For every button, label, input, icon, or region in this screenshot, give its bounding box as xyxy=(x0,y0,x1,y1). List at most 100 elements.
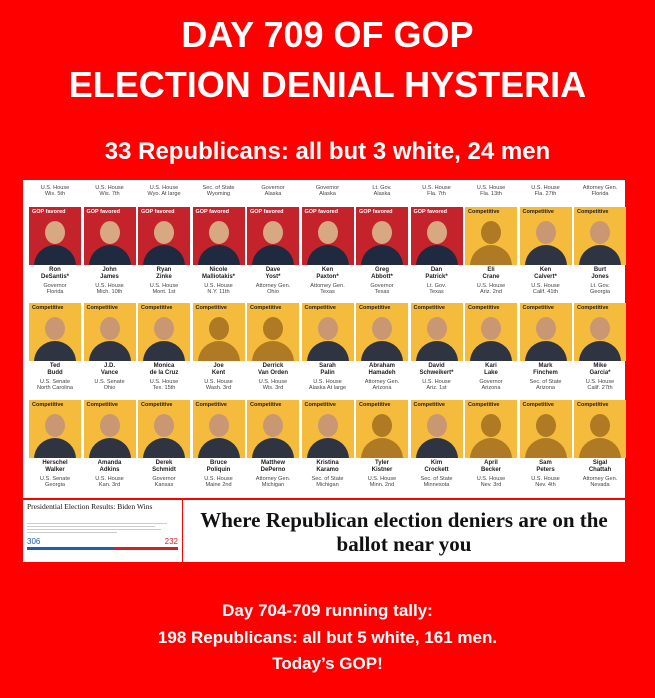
candidate-name: Kristina Karamo xyxy=(316,460,339,473)
status-tag: Competitive xyxy=(195,402,227,408)
person-shoulders xyxy=(143,341,185,361)
person-head xyxy=(208,414,229,437)
candidate-photo: Competitive xyxy=(519,303,572,361)
person-shoulders xyxy=(524,341,567,361)
person-head xyxy=(99,414,120,437)
person-shoulders xyxy=(252,245,294,265)
candidate-office: Sec. of State Arizona xyxy=(529,379,562,392)
candidate-name: Ken Paxton* xyxy=(316,267,339,280)
candidate-office: Attorney Gen. Michigan xyxy=(255,476,291,489)
status-tag: Competitive xyxy=(468,402,500,408)
person-shoulders xyxy=(524,438,567,458)
person-head xyxy=(208,221,229,244)
candidate-photo: Competitive xyxy=(29,303,81,361)
candidate-office: U.S. House Wis. 3rd xyxy=(258,379,288,392)
thumbnail-body-text xyxy=(27,521,177,535)
candidate-name: Ken Calvert* xyxy=(534,267,557,280)
candidate-name: Dan Patrick* xyxy=(425,267,448,280)
candidate-photo: GOP favored xyxy=(301,207,354,265)
person-head xyxy=(481,414,501,437)
status-tag: GOP favored xyxy=(195,209,230,215)
footer-line-3: Today’s GOP! xyxy=(272,654,383,673)
column-seat-label: U.S. House Wyo. At large xyxy=(147,185,181,198)
candidate-name: Mike Garcia* xyxy=(589,363,611,376)
candidate-name: Herschel Walker xyxy=(42,460,68,473)
candidate-office: Governor Arizona xyxy=(479,379,503,392)
candidate-office: U.S. House Minn. 2nd xyxy=(367,476,397,489)
person-shoulders xyxy=(252,438,294,458)
candidate-silhouette: Competitive xyxy=(247,303,299,361)
candidate-office: Attorney Gen. Texas xyxy=(310,283,345,296)
person-head xyxy=(99,317,120,340)
candidate-silhouette: Competitive xyxy=(192,303,245,361)
candidate-office: U.S. House Ariz. 1st xyxy=(422,379,451,392)
candidate-name: John James xyxy=(100,267,119,280)
person-head xyxy=(535,317,556,340)
column-seat-label: Attorney Gen. Florida xyxy=(582,185,618,198)
candidate-photo: Competitive xyxy=(519,207,572,265)
person-head xyxy=(317,414,338,437)
person-shoulders xyxy=(88,245,131,265)
candidate-office: Lt. Gov. Texas xyxy=(426,283,447,296)
status-tag: GOP favored xyxy=(86,209,121,215)
person-shoulders xyxy=(306,245,349,265)
candidate-photo: Competitive xyxy=(301,303,354,361)
candidate-name: Matthew DePerno xyxy=(260,460,286,473)
candidate-office: U.S. House Alaska At large xyxy=(308,379,347,392)
footer-line-1: Day 704-709 running tally: xyxy=(222,601,433,620)
person-head xyxy=(263,221,283,244)
person-head xyxy=(426,414,447,437)
column-seat-label: U.S. House Wis. 5th xyxy=(40,185,70,198)
status-tag: Competitive xyxy=(32,402,64,408)
thumbnail-title: Presidential Election Results: Biden Win… xyxy=(27,502,153,511)
status-tag: Competitive xyxy=(577,402,609,408)
person-head xyxy=(154,221,174,244)
candidate-name: Monica de la Cruz xyxy=(149,363,179,376)
person-shoulders xyxy=(415,245,458,265)
person-shoulders xyxy=(306,341,349,361)
candidate-office: Lt. Gov. Georgia xyxy=(590,283,610,296)
person-shoulders xyxy=(470,438,512,458)
candidate-name: Kim Crockett xyxy=(424,460,449,473)
candidate-office: U.S. House Maine 2nd xyxy=(204,476,233,489)
candidate-grid: U.S. House Wis. 5th U.S. House Wis. 7th U.S.… xyxy=(23,180,626,498)
candidate-photo: Competitive xyxy=(138,303,190,361)
candidate-name: Joe Kent xyxy=(211,363,226,376)
candidate-office: U.S. House Kan. 3rd xyxy=(95,476,124,489)
status-tag: Competitive xyxy=(195,305,227,311)
subtitle: 33 Republicans: all but 3 white, 24 men xyxy=(104,138,551,165)
electoral-bar xyxy=(27,547,178,550)
status-tag: Competitive xyxy=(141,402,173,408)
status-tag: GOP favored xyxy=(250,209,284,215)
title-line-1: DAY 709 OF GOP xyxy=(181,14,474,55)
person-shoulders xyxy=(579,341,621,361)
thumbnail-left-value: 306 xyxy=(27,537,41,546)
status-tag: Competitive xyxy=(522,402,554,408)
person-shoulders xyxy=(88,341,131,361)
candidate-name: Mark Finchem xyxy=(533,363,558,376)
person-shoulders xyxy=(143,245,185,265)
candidate-name: Burt Jones xyxy=(591,267,609,280)
person-shoulders xyxy=(34,245,76,265)
candidate-name: Nicole Malliotakis* xyxy=(201,267,235,280)
person-head xyxy=(426,221,447,244)
person-head xyxy=(590,317,610,340)
candidate-name: Bruce Poliquin xyxy=(206,460,231,473)
candidate-name: Sarah Palin xyxy=(319,363,336,376)
person-head xyxy=(317,317,338,340)
person-shoulders xyxy=(361,245,403,265)
candidate-photo: Competitive xyxy=(574,207,626,265)
person-head xyxy=(426,317,447,340)
candidate-name: Sam Peters xyxy=(536,460,555,473)
person-head xyxy=(45,317,65,340)
candidate-name: Sigal Chattah xyxy=(588,460,612,473)
candidate-name: Ryan Zinke xyxy=(156,267,172,280)
candidate-office: U.S. House Wash. 3rd xyxy=(204,379,233,392)
status-tag: Competitive xyxy=(304,305,336,311)
candidate-name: Dave Yost* xyxy=(265,267,281,280)
status-tag: Competitive xyxy=(32,305,64,311)
candidate-photo: GOP favored xyxy=(356,207,408,265)
electoral-bar-fill xyxy=(27,547,113,550)
person-head xyxy=(481,317,501,340)
candidate-photo: GOP favored xyxy=(29,207,81,265)
